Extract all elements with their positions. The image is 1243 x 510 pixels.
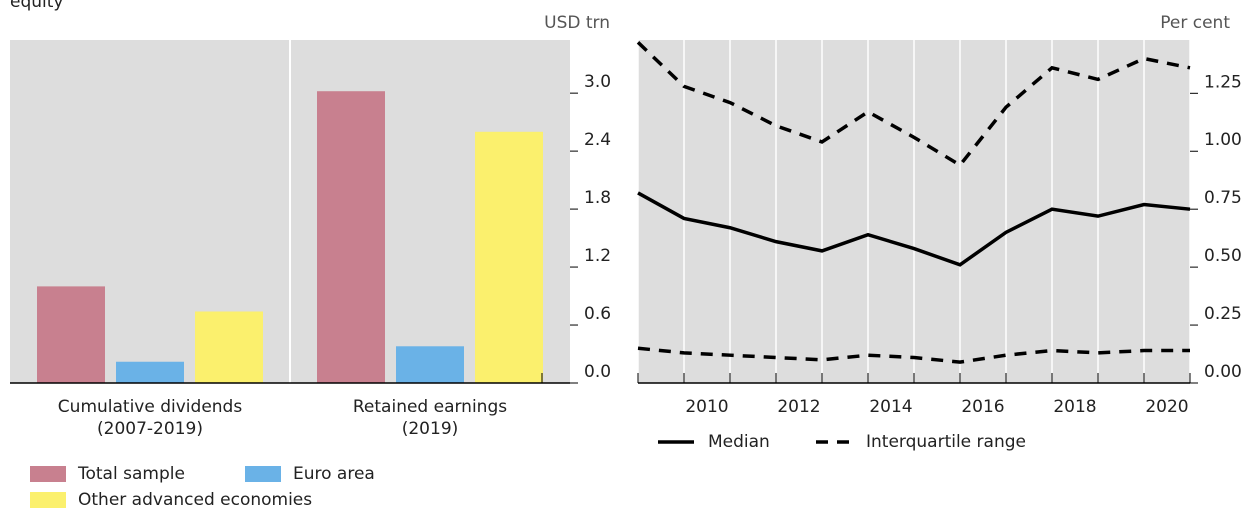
- bar: [116, 361, 184, 383]
- line: [637, 346, 1190, 364]
- legend-label: Median: [708, 432, 770, 452]
- y-tick-label: 1.8: [584, 188, 611, 208]
- x-tick-label: Retained earnings: [353, 397, 507, 417]
- y-tick-label: 0.0: [584, 362, 611, 382]
- x-tick-label: 2010: [685, 397, 728, 417]
- legend-label: Other advanced economies: [78, 490, 312, 510]
- bar: [317, 91, 385, 384]
- y-tick-label: 1.2: [584, 246, 611, 266]
- x-tick-label: Cumulative dividends: [58, 397, 243, 417]
- y-tick-label: 0.6: [584, 304, 611, 324]
- y-tick-label: 0.00: [1204, 362, 1242, 382]
- y-tick-label: 0.75: [1204, 188, 1242, 208]
- line: [637, 191, 1191, 267]
- y-tick-label: 2.4: [584, 130, 611, 150]
- bar: [396, 346, 464, 383]
- bar: [475, 131, 543, 383]
- x-tick-label: 2016: [961, 397, 1004, 417]
- axis-label: Per cent: [1160, 13, 1230, 33]
- y-tick-label: 0.50: [1204, 246, 1242, 266]
- bar: [195, 311, 263, 383]
- legend-label: Interquartile range: [866, 432, 1026, 452]
- bar: [37, 286, 105, 383]
- x-tick-label: (2019): [402, 419, 459, 439]
- y-tick-label: 1.00: [1204, 130, 1242, 150]
- title: equity: [10, 0, 63, 12]
- y-tick-label: 1.25: [1204, 72, 1242, 92]
- x-tick-label: 2014: [869, 397, 912, 417]
- x-tick-label: 2018: [1053, 397, 1096, 417]
- legend-label: Total sample: [77, 464, 185, 484]
- legend-label: Euro area: [293, 464, 375, 484]
- x-tick-label: (2007-2019): [97, 419, 203, 439]
- y-tick-label: 3.0: [584, 72, 611, 92]
- x-tick-label: 2012: [777, 397, 820, 417]
- legend-swatch: [245, 466, 281, 482]
- x-tick-label: 2020: [1145, 397, 1188, 417]
- legend-swatch: [30, 466, 66, 482]
- line: [636, 41, 1191, 168]
- y-tick-label: 0.25: [1204, 304, 1242, 324]
- legend-swatch: [30, 492, 66, 508]
- axis-label: USD trn: [544, 13, 610, 33]
